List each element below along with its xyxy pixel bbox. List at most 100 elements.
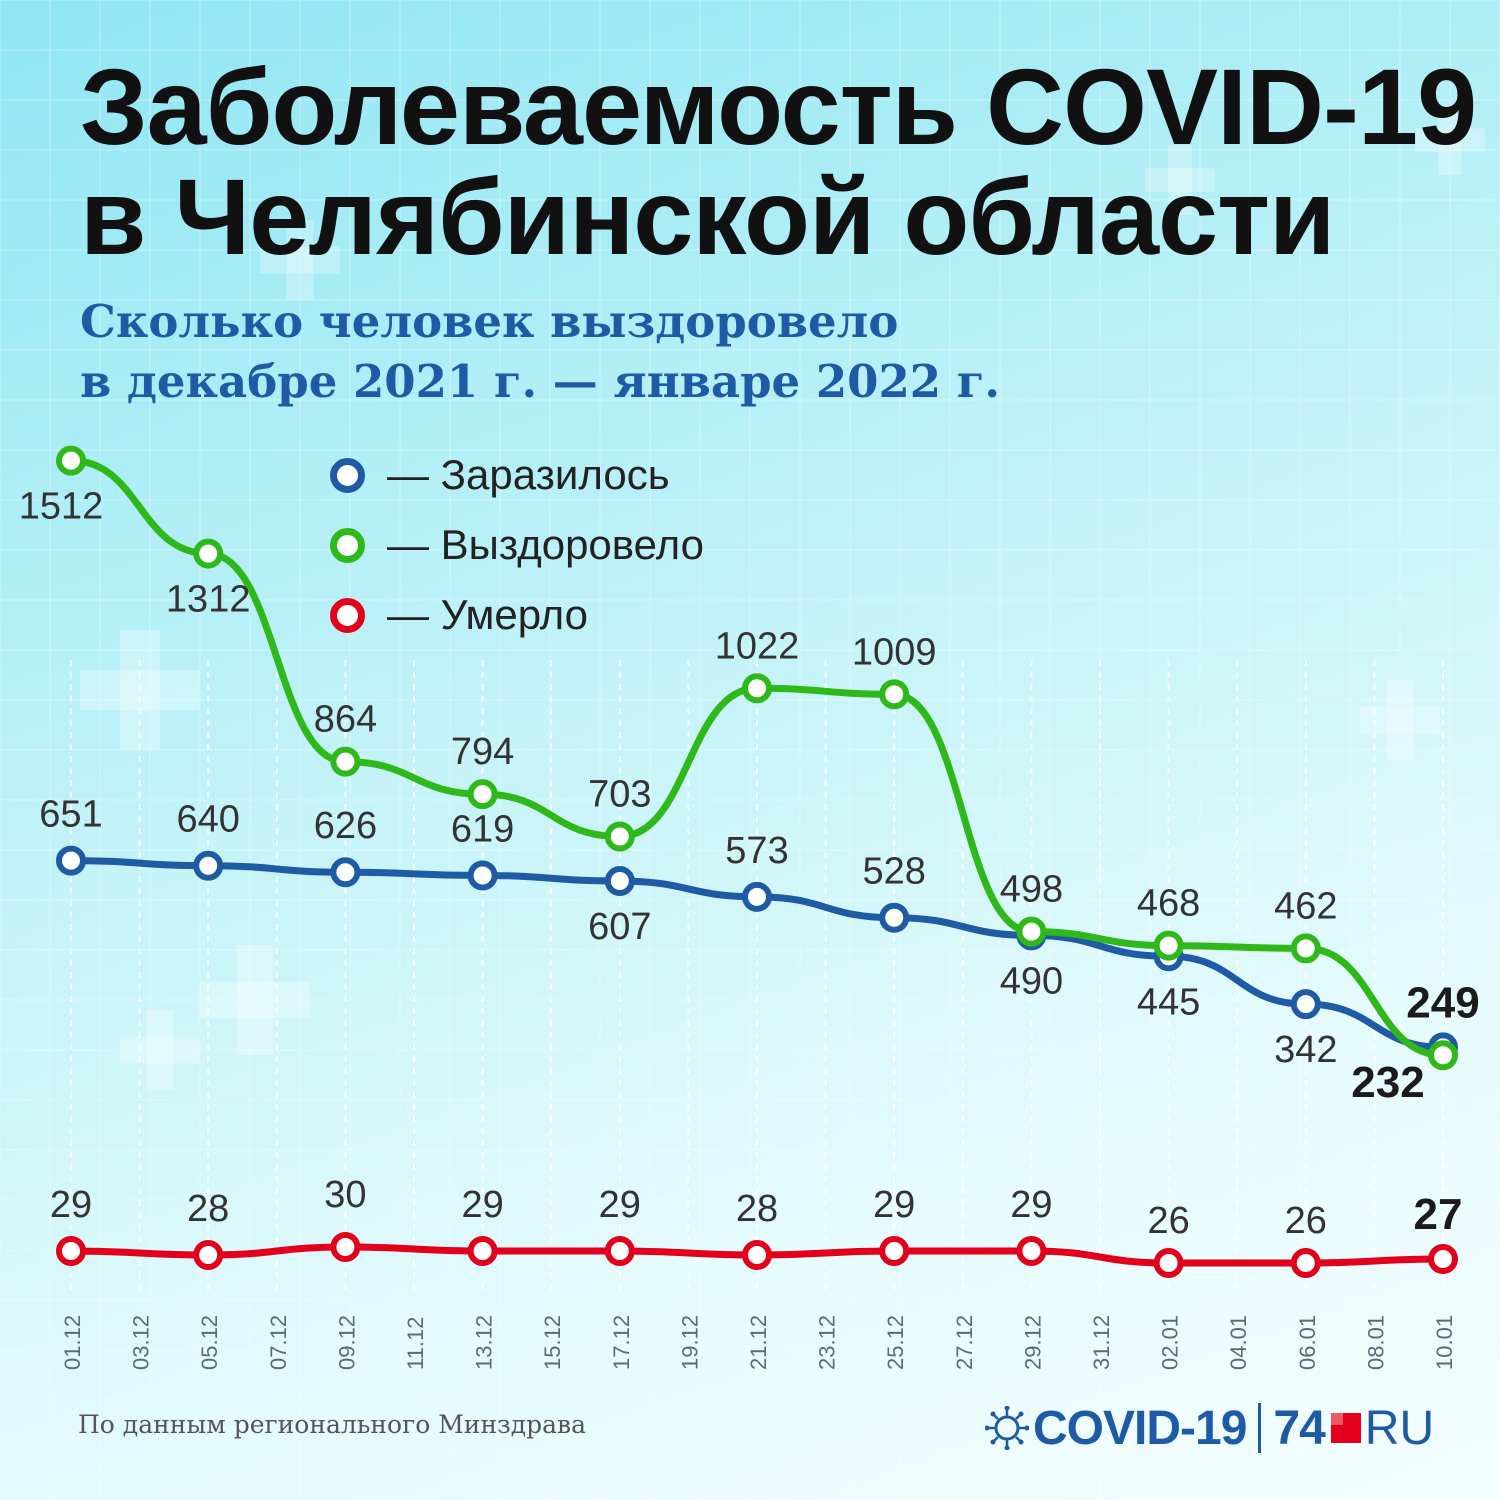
legend-item-died: — Умерло	[330, 580, 704, 650]
logo-divider	[1258, 1403, 1262, 1453]
data-point	[1290, 1248, 1321, 1278]
data-point	[604, 821, 635, 852]
subtitle-line-1: Сколько человек выздоровело	[80, 295, 899, 348]
data-label: 30	[324, 1174, 366, 1216]
legend-marker-recovered	[330, 527, 365, 563]
data-point	[330, 1232, 361, 1262]
data-label: 29	[50, 1184, 92, 1226]
data-label: 498	[1000, 869, 1063, 911]
data-point	[604, 1236, 635, 1266]
title-line-2: в Челябинской области	[80, 156, 1335, 277]
data-label: 29	[873, 1184, 915, 1226]
data-point	[56, 1236, 86, 1266]
logo: COVID-19 74 RU	[985, 1393, 1434, 1463]
data-point	[742, 1240, 772, 1270]
logo-ru-text: RU	[1364, 1401, 1435, 1455]
bg-cross-6	[1145, 145, 1215, 215]
data-label: 249	[1406, 978, 1479, 1027]
virus-icon	[985, 1406, 1029, 1450]
data-label: 1022	[715, 625, 800, 667]
x-tick-label: 09.12	[334, 1315, 359, 1370]
data-point	[742, 673, 772, 704]
series-0: 651 640 626 619 607 573 528 490 445 342 249	[39, 794, 1479, 1072]
data-label: 29	[1010, 1184, 1052, 1226]
data-label: 528	[862, 851, 925, 893]
series-line	[67, 457, 1447, 1059]
data-point	[193, 850, 224, 881]
data-label: 26	[1285, 1200, 1327, 1242]
title-line-1: Заболеваемость COVID-19	[80, 46, 1477, 167]
x-tick-label: 29.12	[1020, 1315, 1045, 1370]
data-label: 640	[176, 799, 239, 841]
data-label: 794	[451, 731, 514, 773]
x-tick-label: 17.12	[609, 1315, 634, 1370]
bg-cross-5	[120, 1010, 200, 1090]
legend-marker-died	[330, 597, 365, 633]
data-point	[1290, 989, 1321, 1020]
data-label: 29	[461, 1184, 503, 1226]
series-2: 29 28 30 29 29 28 29 29 26 26 27	[50, 1174, 1463, 1278]
x-tick-label: 19.12	[677, 1315, 702, 1370]
x-tick-label: 03.12	[129, 1315, 154, 1370]
x-tick-label: 08.01	[1363, 1315, 1388, 1370]
x-tick-label: 13.12	[472, 1315, 497, 1370]
source-note: По данным регионального Минздрава	[78, 1410, 587, 1439]
data-point	[604, 866, 635, 897]
x-tick-label: 21.12	[746, 1315, 771, 1370]
legend: — Заразилось — Выздоровело — Умерло	[330, 440, 704, 650]
data-label: 619	[451, 808, 514, 850]
data-label: 29	[599, 1184, 641, 1226]
bg-cross-4	[1415, 105, 1485, 175]
legend-marker-infected	[330, 457, 365, 493]
data-point	[742, 881, 772, 912]
data-point	[879, 902, 910, 933]
series-line	[67, 857, 1447, 1051]
data-label: 27	[1414, 1190, 1463, 1239]
x-tick-label: 05.12	[197, 1315, 222, 1370]
data-point	[467, 1236, 498, 1266]
data-point	[879, 679, 910, 710]
x-tick-label: 25.12	[883, 1315, 908, 1370]
data-point	[193, 538, 224, 569]
data-label: 490	[1000, 960, 1063, 1002]
x-tick-label: 07.12	[266, 1315, 291, 1370]
data-point	[1153, 930, 1184, 961]
x-tick-label: 06.01	[1295, 1315, 1320, 1370]
data-label: 1512	[19, 486, 104, 528]
data-label: 462	[1274, 885, 1337, 927]
x-tick-label: 04.01	[1226, 1315, 1251, 1370]
data-label: 445	[1137, 981, 1200, 1023]
data-label: 1312	[166, 579, 251, 621]
subtitle-line-2: в декабре 2021 г. — январе 2022 г.	[80, 355, 1000, 408]
logo-red-square	[1330, 1413, 1361, 1443]
data-label: 28	[736, 1188, 778, 1230]
data-point	[1428, 1040, 1458, 1071]
data-label: 573	[725, 830, 788, 872]
data-label: 342	[1274, 1029, 1337, 1071]
x-gridlines	[70, 660, 1444, 1290]
data-point	[467, 779, 498, 810]
data-point	[1290, 933, 1321, 964]
bg-cross-2	[260, 220, 340, 300]
data-point	[56, 445, 86, 476]
x-tick-label: 01.12	[60, 1315, 85, 1370]
x-tick-label: 15.12	[540, 1315, 565, 1370]
logo-covid-text: COVID-19	[1033, 1401, 1247, 1455]
chart-subtitle: Сколько человек выздоровело в декабре 20…	[80, 292, 1000, 412]
data-label: 28	[187, 1188, 229, 1230]
x-tick-label: 27.12	[952, 1315, 977, 1370]
page-title: Заболеваемость COVID-19 в Челябинской об…	[80, 46, 1477, 277]
data-point	[467, 860, 498, 891]
data-label: 26	[1147, 1200, 1189, 1242]
x-tick-label: 31.12	[1089, 1315, 1114, 1370]
bg-cross-1	[200, 945, 310, 1055]
logo-number: 74	[1273, 1401, 1325, 1455]
data-label: 626	[314, 805, 377, 847]
data-label: 864	[314, 699, 377, 741]
legend-item-infected: — Заразилось	[330, 440, 704, 510]
legend-label-died: — Умерло	[387, 591, 588, 638]
data-point	[56, 845, 86, 876]
data-label: 468	[1137, 883, 1200, 925]
